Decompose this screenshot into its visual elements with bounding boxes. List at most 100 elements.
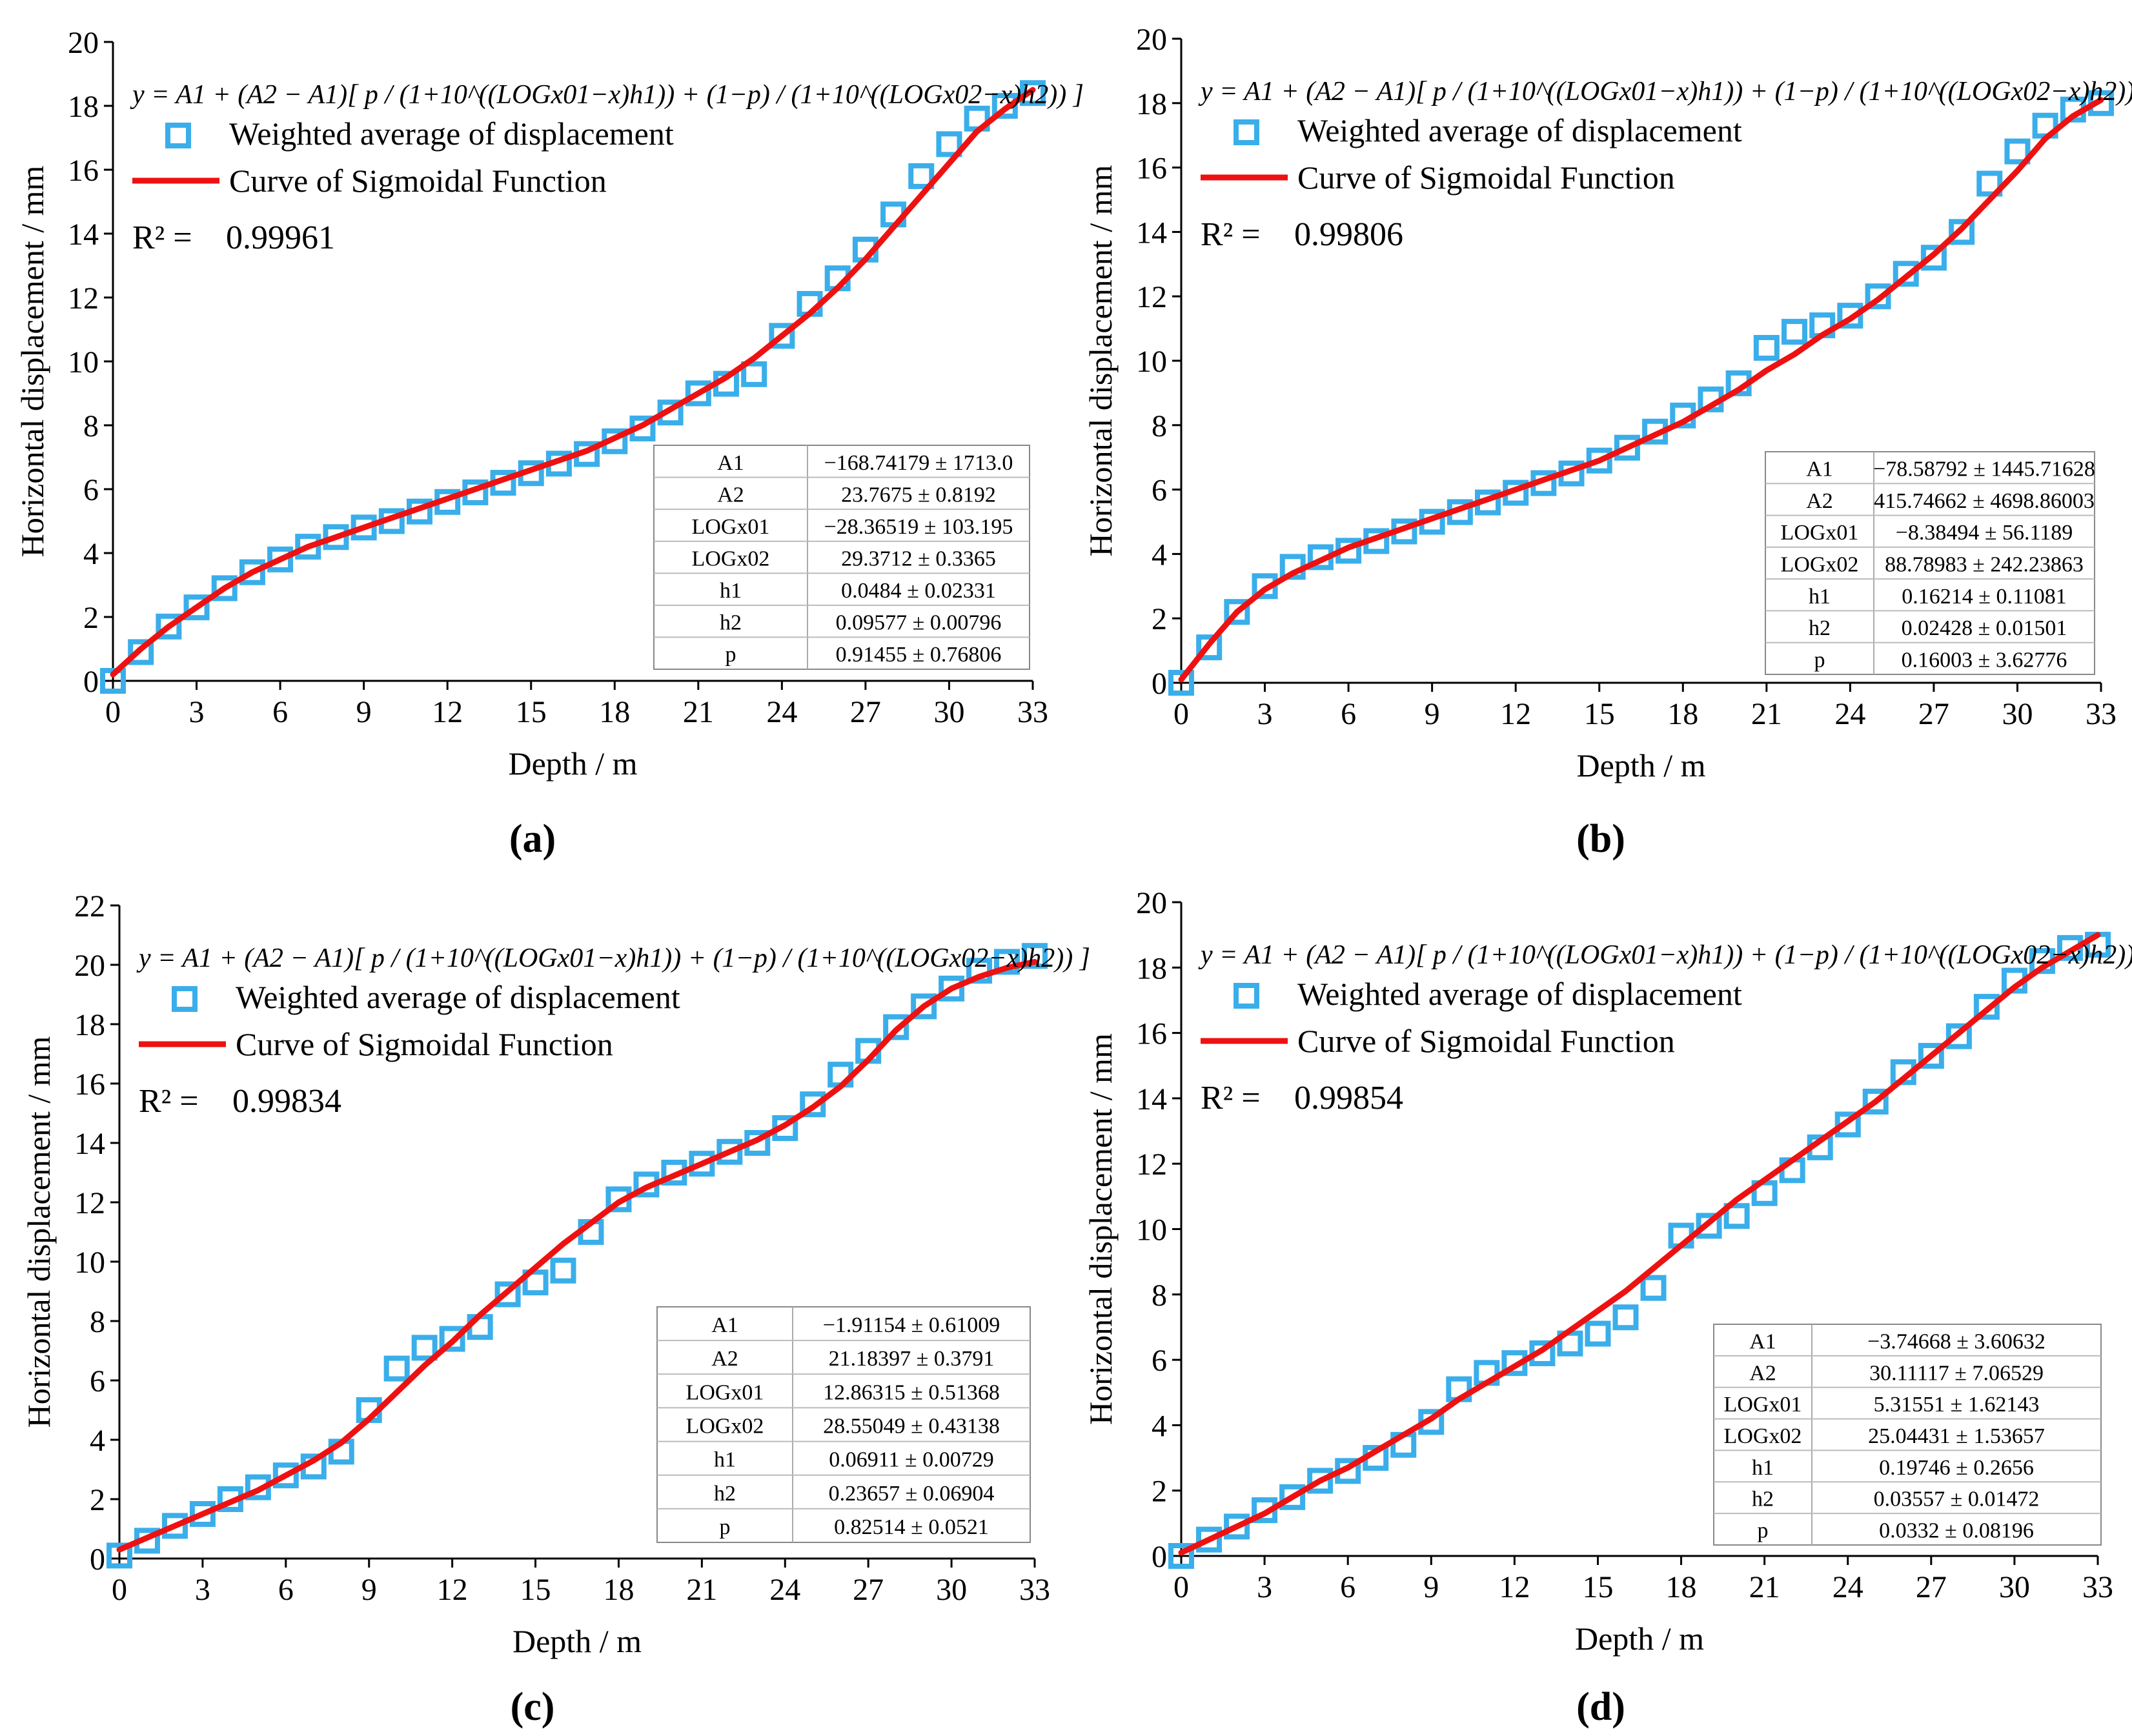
y-tick-label: 16 <box>68 154 99 188</box>
param-name: A1 <box>1806 458 1833 481</box>
param-value: 0.82514 ± 0.0521 <box>834 1515 989 1539</box>
param-name: A2 <box>717 483 744 507</box>
data-point <box>323 524 349 550</box>
data-point <box>716 1138 743 1165</box>
param-value: −28.36519 ± 103.195 <box>824 515 1013 539</box>
param-name: LOGx02 <box>692 547 770 571</box>
x-axis-title: Depth / m <box>1575 1620 1704 1657</box>
equation-text: y = A1 + (A2 − A1)[ p / (1+10^((LOGx01−x… <box>1198 77 2132 106</box>
data-point <box>741 361 767 387</box>
y-tick-label: 22 <box>74 889 105 924</box>
y-tick-label: 10 <box>1136 1213 1167 1247</box>
param-name: LOGx01 <box>692 515 770 539</box>
x-tick-label: 9 <box>1423 1570 1439 1604</box>
x-tick-label: 9 <box>361 1573 377 1607</box>
legend-label-curve: Curve of Sigmoidal Function <box>1297 159 1675 196</box>
data-point <box>161 1513 188 1539</box>
y-tick-label: 14 <box>68 217 99 252</box>
data-point <box>189 1501 216 1527</box>
x-tick-label: 33 <box>2082 1570 2113 1604</box>
r-squared-value: 0.99854 <box>1294 1080 1403 1116</box>
param-value: 0.0484 ± 0.02331 <box>841 579 996 603</box>
data-point <box>1585 1320 1611 1347</box>
data-point <box>769 323 795 349</box>
x-tick-label: 0 <box>112 1573 127 1607</box>
y-tick-label: 2 <box>90 1483 105 1517</box>
y-tick-label: 12 <box>1136 1147 1167 1182</box>
x-tick-label: 0 <box>1173 697 1189 731</box>
panel-label: (c) <box>511 1685 555 1729</box>
chart-panel: 0 3 6 9 12 15 18 21 24 27 30 330246810121416182022D… <box>21 889 1090 1729</box>
param-table <box>653 445 1030 670</box>
param-name: A2 <box>1749 1361 1776 1385</box>
data-point <box>689 1151 715 1177</box>
y-tick-label: 12 <box>68 281 99 316</box>
r-squared-label: R² = <box>1201 1080 1261 1116</box>
y-tick-label: 18 <box>74 1008 105 1042</box>
y-tick-label: 16 <box>1136 1017 1167 1051</box>
data-point <box>1696 1213 1722 1239</box>
equation-text: y = A1 + (A2 − A1)[ p / (1+10^((LOGx01−x… <box>130 80 1084 110</box>
data-point <box>1723 1203 1750 1229</box>
data-point <box>439 1326 465 1352</box>
param-value: 0.0332 ± 0.08196 <box>1879 1519 2034 1543</box>
param-name: h1 <box>1752 1456 1774 1480</box>
x-tick-label: 3 <box>1257 1570 1272 1604</box>
data-point <box>239 559 265 585</box>
data-point <box>211 575 238 601</box>
param-value: −8.38494 ± 56.1189 <box>1896 521 2073 545</box>
param-name: LOGx01 <box>1781 521 1859 545</box>
data-point <box>1782 319 1807 345</box>
data-point <box>1196 1526 1223 1553</box>
y-tick-label: 8 <box>1152 1278 1167 1313</box>
param-value: 0.03557 ± 0.01472 <box>1874 1488 2040 1511</box>
x-tick-label: 27 <box>1916 1570 1947 1604</box>
chart-panel: 0 3 6 9 12 15 18 21 24 27 30 3302468101214161820Dep… <box>14 26 1084 861</box>
panel-label: (a) <box>509 817 556 861</box>
y-tick-label: 8 <box>90 1305 105 1339</box>
param-value: 0.23657 ± 0.06904 <box>829 1482 995 1506</box>
x-tick-label: 3 <box>195 1573 210 1607</box>
x-tick-label: 21 <box>1751 697 1782 731</box>
y-tick-label: 20 <box>74 949 105 983</box>
param-value: 21.18397 ± 0.3791 <box>829 1347 995 1371</box>
y-tick-label: 2 <box>83 601 99 635</box>
legend-label-curve: Curve of Sigmoidal Function <box>1297 1023 1675 1059</box>
data-point <box>1865 283 1891 310</box>
param-name: h2 <box>720 611 742 635</box>
data-point <box>1973 994 2000 1020</box>
data-point <box>1224 599 1250 625</box>
legend-marker-square-icon <box>1234 983 1259 1009</box>
data-point <box>550 1257 576 1284</box>
x-tick-label: 33 <box>1019 1573 1050 1607</box>
x-tick-label: 21 <box>1749 1570 1780 1604</box>
param-name: p <box>1758 1519 1769 1543</box>
x-tick-label: 33 <box>2086 697 2117 731</box>
data-point <box>685 380 711 407</box>
y-tick-label: 10 <box>1136 345 1167 379</box>
param-name: p <box>1814 648 1825 672</box>
param-name: h2 <box>1809 616 1831 640</box>
legend-label-points: Weighted average of displacement <box>1297 112 1742 148</box>
param-name: LOGx01 <box>686 1380 764 1404</box>
data-point <box>1949 219 1975 245</box>
param-value: 5.31551 ± 1.62143 <box>1874 1393 2040 1417</box>
fit-curve-line <box>110 86 1036 678</box>
chart-panel: 0 3 6 9 12 15 18 21 24 27 30 3302468101214161820Dep… <box>1082 886 2132 1729</box>
x-tick-label: 30 <box>2002 697 2033 731</box>
y-tick-label: 12 <box>74 1186 105 1220</box>
data-point <box>494 1281 521 1307</box>
y-tick-label: 10 <box>68 345 99 379</box>
x-tick-label: 9 <box>1425 697 1440 731</box>
x-axis-title: Depth / m <box>513 1623 642 1659</box>
x-tick-label: 27 <box>850 695 881 729</box>
param-name: A2 <box>711 1347 738 1371</box>
r-squared-value: 0.99834 <box>232 1083 341 1120</box>
param-name: p <box>720 1515 731 1539</box>
param-name: A2 <box>1806 489 1833 513</box>
equation-text: y = A1 + (A2 − A1)[ p / (1+10^((LOGx01−x… <box>1198 940 2132 970</box>
data-point <box>1976 170 2003 197</box>
data-point <box>350 514 377 541</box>
param-value: 23.7675 ± 0.8192 <box>841 483 996 507</box>
param-value: 0.16003 ± 3.62776 <box>1902 648 2067 672</box>
